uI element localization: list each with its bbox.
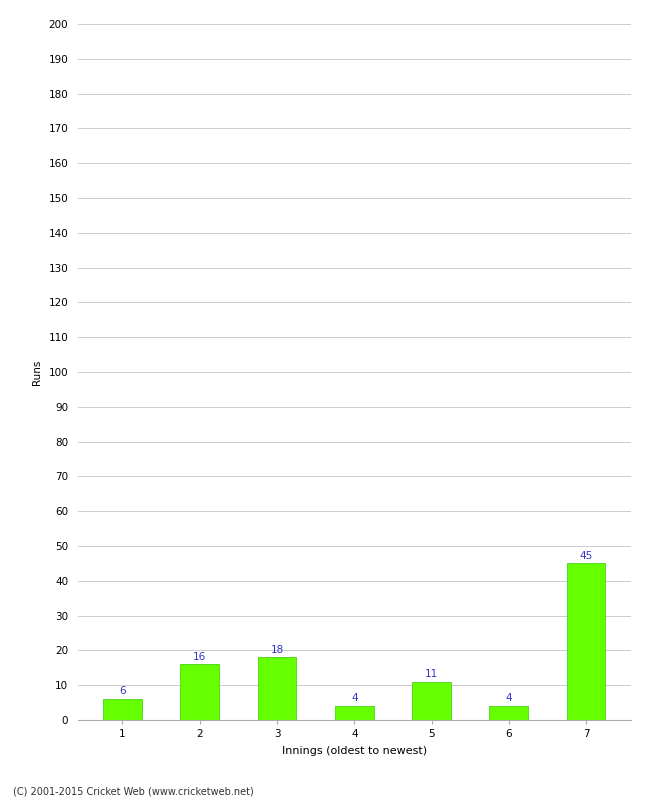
Text: 4: 4 [506,694,512,703]
Bar [412,682,451,720]
X-axis label: Innings (oldest to newest): Innings (oldest to newest) [281,746,427,756]
Bar [335,706,374,720]
Bar [257,658,296,720]
Text: 16: 16 [193,651,206,662]
Bar [567,563,605,720]
Text: 45: 45 [579,550,593,561]
Text: 18: 18 [270,645,283,654]
Bar [103,699,142,720]
Text: 11: 11 [425,669,438,679]
Bar [489,706,528,720]
Bar [181,664,219,720]
Y-axis label: Runs: Runs [32,359,42,385]
Text: 4: 4 [351,694,358,703]
Text: 6: 6 [119,686,125,696]
Text: (C) 2001-2015 Cricket Web (www.cricketweb.net): (C) 2001-2015 Cricket Web (www.cricketwe… [13,786,254,796]
